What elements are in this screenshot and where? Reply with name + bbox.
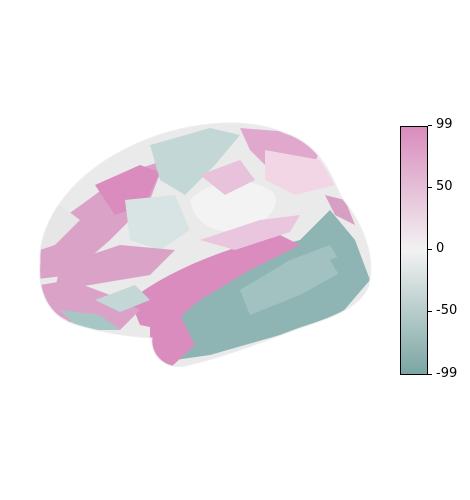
- colorbar-tick-label: -99: [436, 366, 458, 381]
- colorbar-tick-label: 0: [436, 241, 445, 256]
- colorbar: 99 50 0 -50 -99: [400, 118, 457, 381]
- cortex-patches: [39, 122, 371, 367]
- colorbar-tick-label: -50: [436, 303, 458, 318]
- colorbar-tick: -50: [428, 303, 470, 319]
- colorbar-tick: 99: [428, 117, 470, 133]
- colorbar-tick: 50: [428, 179, 470, 195]
- colorbar-tick-label: 99: [436, 117, 453, 132]
- colorbar-tick: 0: [428, 241, 470, 257]
- colorbar-tick-label: 50: [436, 179, 453, 194]
- colorbar-gradient: [400, 126, 428, 375]
- colorbar-tick: -99: [428, 366, 470, 382]
